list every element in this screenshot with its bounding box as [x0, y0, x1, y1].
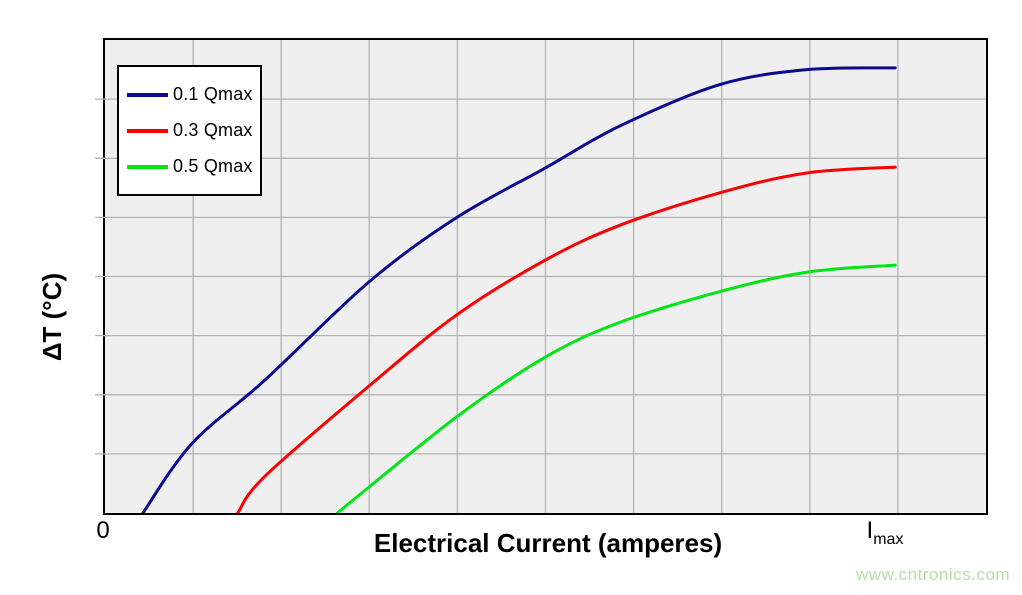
- legend-line-swatch: [127, 128, 168, 133]
- x-tick-imax-base: I: [866, 517, 874, 544]
- x-tick-zero: 0: [96, 517, 110, 544]
- legend-label: 0.3 Qmax: [173, 120, 253, 140]
- legend-item: 0.1 Qmax: [127, 84, 260, 105]
- legend-item: 0.3 Qmax: [127, 120, 260, 141]
- legend-line-swatch: [127, 92, 168, 97]
- plot-area: 0.1 Qmax 0.3 Qmax 0.5 Qmax: [95, 38, 988, 515]
- curve-0.3-qmax: [236, 165, 897, 513]
- legend-label: 0.1 Qmax: [173, 84, 253, 104]
- legend-label: 0.5 Qmax: [173, 156, 253, 176]
- x-tick-imax-subscript: max: [873, 530, 904, 548]
- gridlines: [105, 40, 986, 513]
- legend-line-swatch: [127, 164, 168, 169]
- curves-group: [141, 66, 897, 513]
- curve-0.5-qmax: [335, 263, 897, 513]
- x-axis-title: Electrical Current (amperes): [373, 528, 723, 558]
- legend: 0.1 Qmax 0.3 Qmax 0.5 Qmax: [117, 65, 262, 196]
- curve-0.1-qmax: [141, 66, 897, 513]
- plot-canvas: [95, 40, 986, 513]
- watermark: www.cntronics.com: [856, 565, 1010, 584]
- x-tick-imax: Imax: [853, 517, 917, 549]
- y-axis-title: ΔT (°C): [37, 272, 67, 362]
- legend-item: 0.5 Qmax: [127, 156, 260, 177]
- y-axis-ticks: [95, 98, 105, 455]
